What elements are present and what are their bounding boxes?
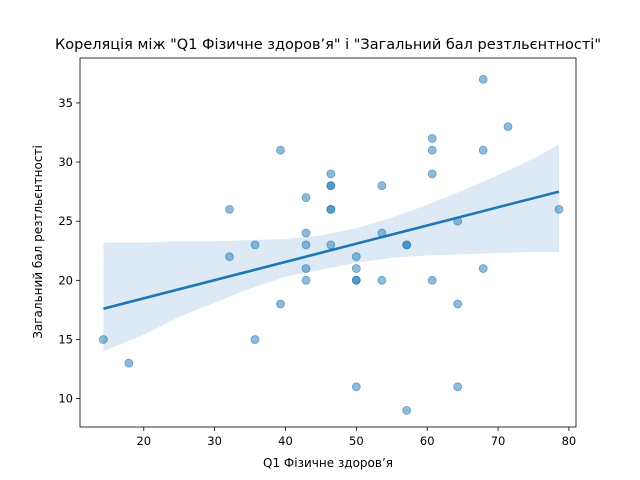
y-tick-label: 35 [58,96,73,110]
data-point [503,122,513,131]
x-axis-ticks: 20 30 40 50 60 70 80 [136,427,576,448]
data-point [301,193,311,203]
y-tick-label: 10 [58,392,73,406]
data-point [276,145,285,155]
data-point [326,204,336,214]
x-axis-label: Q1 Фізичне здоров’я [263,456,393,470]
data-point [250,240,260,250]
y-tick-label: 20 [58,273,73,287]
data-point [402,240,412,250]
y-axis-ticks: 10 15 20 25 30 35 [58,96,80,406]
data-point [301,240,311,250]
data-point [225,204,234,214]
data-point [478,145,488,155]
x-tick-label: 60 [420,434,435,448]
x-tick-label: 40 [278,434,293,448]
y-tick-label: 25 [58,214,73,228]
data-point [301,228,311,238]
data-point [377,181,387,191]
data-point [99,335,108,344]
plot-area-frame [79,57,577,428]
y-tick-label: 30 [58,155,73,169]
x-tick-label: 50 [349,434,364,448]
data-point [250,335,260,344]
data-point [351,382,361,392]
data-point [402,405,412,415]
data-point [276,299,285,309]
data-point [427,133,437,143]
data-point [427,169,437,179]
x-tick-label: 20 [136,434,151,448]
x-tick-label: 80 [562,434,577,448]
data-point [554,204,564,214]
x-tick-label: 70 [491,434,506,448]
data-point [478,74,488,84]
data-point [124,358,134,368]
data-point [427,275,437,285]
data-point [351,264,361,273]
data-point [478,264,488,273]
data-point [301,264,311,273]
y-tick-label: 15 [58,332,73,346]
data-point [225,252,234,262]
data-point [351,275,361,285]
data-point [301,275,311,285]
data-point [351,252,361,262]
data-point [326,181,336,191]
data-point [377,275,387,285]
data-point [453,299,463,309]
y-axis-label: Загальний бал резтльєнтності [31,145,45,339]
x-tick-label: 30 [207,434,222,448]
data-point [453,382,463,392]
regression-line [103,190,560,310]
data-point [326,240,336,250]
chart-title: Кореляція між "Q1 Фізичне здоров’я" і "З… [55,37,601,53]
data-point [427,145,437,155]
regression-line-layer [103,190,560,310]
data-point [326,169,336,179]
